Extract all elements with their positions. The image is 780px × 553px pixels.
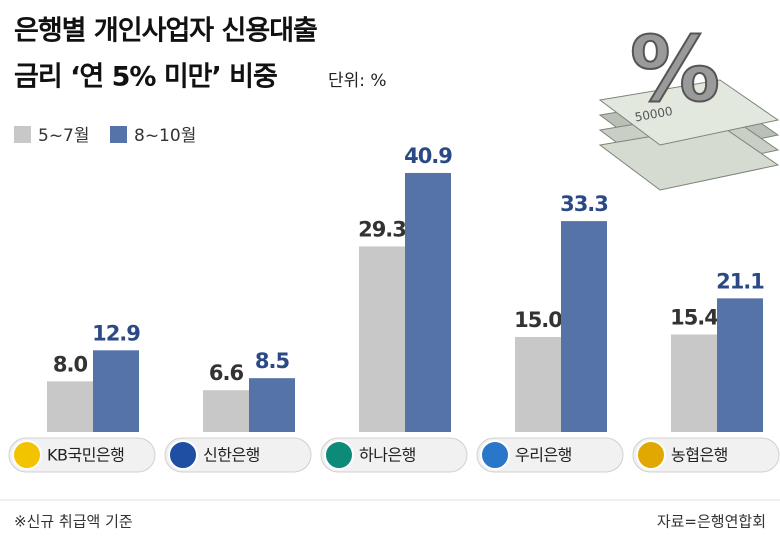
category-pill xyxy=(8,437,156,473)
bank-logo xyxy=(324,440,354,470)
legend-label: 5~7월 xyxy=(38,126,90,146)
x-tick-label: 신한은행 xyxy=(203,446,260,465)
x-tick-label: 하나은행 xyxy=(359,446,416,465)
svg-text:%: % xyxy=(630,17,720,122)
bank-logo xyxy=(636,440,666,470)
legend-label: 8~10월 xyxy=(134,126,196,146)
bar xyxy=(561,221,607,432)
bar xyxy=(249,378,295,432)
chart-title: 은행별 개인사업자 신용대출 xyxy=(14,16,317,47)
legend-swatch xyxy=(110,126,127,143)
x-tick-label: KB국민은행 xyxy=(47,446,124,465)
bank-logo xyxy=(168,440,198,470)
bar xyxy=(515,337,561,432)
bank-logo xyxy=(12,440,42,470)
legend-swatch xyxy=(14,126,31,143)
value-label: 33.3 xyxy=(560,192,608,216)
value-label: 8.0 xyxy=(53,352,88,376)
bar xyxy=(405,172,451,432)
category-pill xyxy=(632,437,780,473)
svg-text:50000: 50000 xyxy=(634,104,674,124)
note: ※신규 취급액 기준 xyxy=(14,513,133,531)
chart-subtitle: 금리 ‘연 5% 미만’ 비중 xyxy=(14,62,277,93)
value-label: 40.9 xyxy=(404,144,452,168)
bar xyxy=(359,246,405,432)
value-label: 12.9 xyxy=(92,321,140,345)
bar xyxy=(671,334,717,432)
value-label: 29.3 xyxy=(358,217,406,241)
bank-logo xyxy=(480,440,510,470)
category-pill xyxy=(476,437,624,473)
bar xyxy=(717,298,763,432)
bar xyxy=(93,350,139,432)
value-label: 15.0 xyxy=(514,308,562,332)
category-pill xyxy=(164,437,312,473)
category-pill xyxy=(320,437,468,473)
value-label: 6.6 xyxy=(209,361,244,385)
x-tick-label: 농협은행 xyxy=(671,446,728,465)
illustration: 50000 % xyxy=(598,16,780,191)
unit-label: 단위: % xyxy=(328,71,387,91)
bar xyxy=(47,381,93,432)
value-label: 21.1 xyxy=(716,269,764,293)
source: 자료=은행연합회 xyxy=(657,513,766,531)
value-label: 8.5 xyxy=(255,349,290,373)
value-label: 15.4 xyxy=(670,305,718,329)
x-tick-label: 우리은행 xyxy=(515,446,572,465)
bar xyxy=(203,390,249,432)
